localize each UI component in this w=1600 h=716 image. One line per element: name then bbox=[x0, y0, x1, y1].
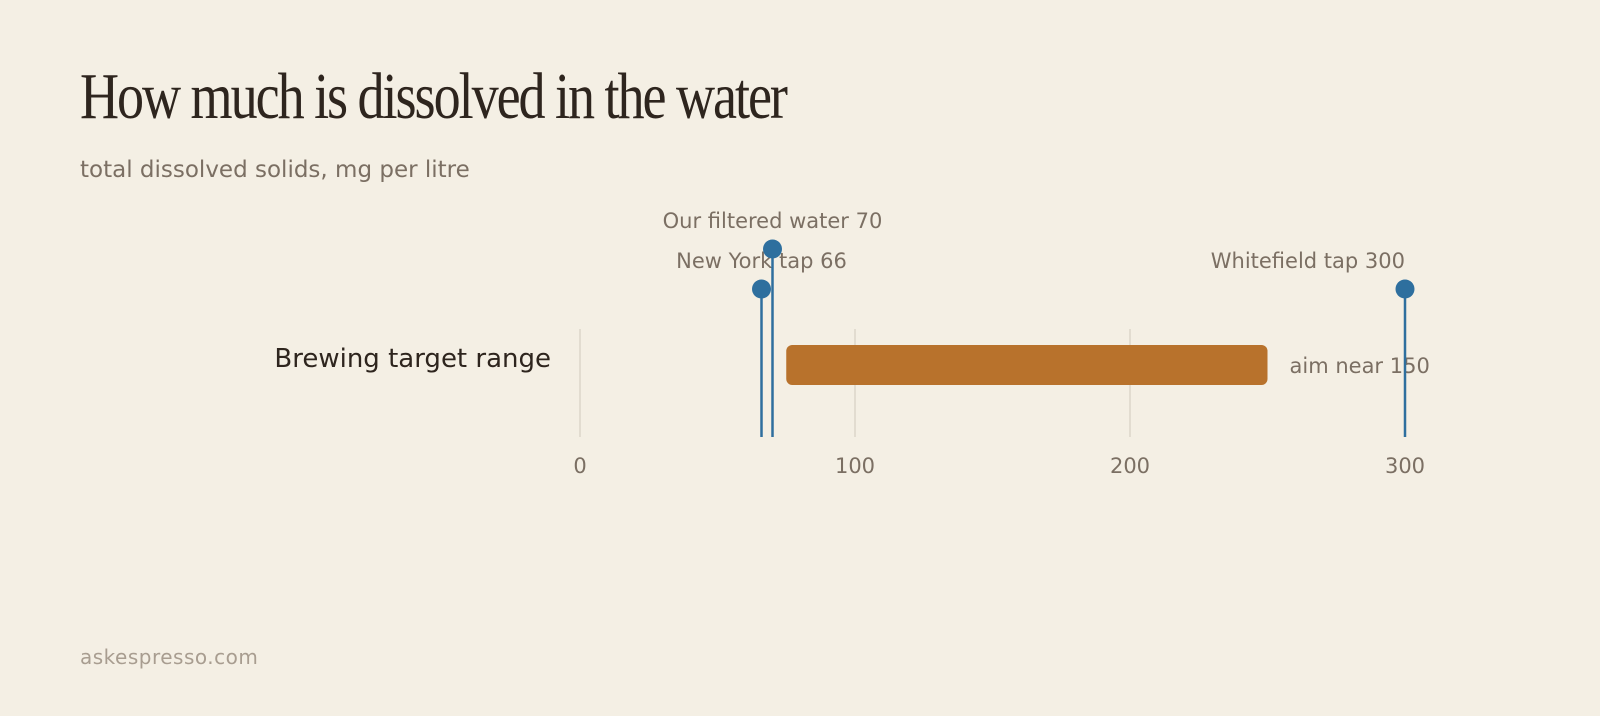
marker-dot bbox=[763, 239, 782, 259]
source-footer: askespresso.com bbox=[80, 645, 259, 669]
marker-dot bbox=[752, 279, 771, 299]
marker-label: Whitefield tap 300 bbox=[1211, 249, 1405, 273]
x-tick-label: 200 bbox=[1110, 454, 1150, 478]
axis-ticks: 0 100 200 300 bbox=[573, 454, 1425, 478]
chart-subtitle: total dissolved solids, mg per litre bbox=[80, 157, 470, 183]
x-tick-label: 100 bbox=[835, 454, 875, 478]
marker-label: Our filtered water 70 bbox=[663, 209, 883, 233]
category-label: Brewing target range bbox=[274, 344, 551, 374]
marker-dot bbox=[1395, 279, 1415, 299]
range-note: aim near 150 bbox=[1290, 354, 1430, 378]
x-tick-label: 300 bbox=[1385, 454, 1425, 478]
markers: New York tap 66 Our filtered water 70 Whit… bbox=[663, 209, 1415, 437]
target-range-bar bbox=[786, 345, 1268, 385]
x-tick-label: 0 bbox=[573, 454, 586, 478]
bands: aim near 150 bbox=[786, 345, 1430, 385]
chart-title: How much is dissolved in the water bbox=[80, 60, 788, 133]
marker-label: New York tap 66 bbox=[676, 249, 847, 273]
